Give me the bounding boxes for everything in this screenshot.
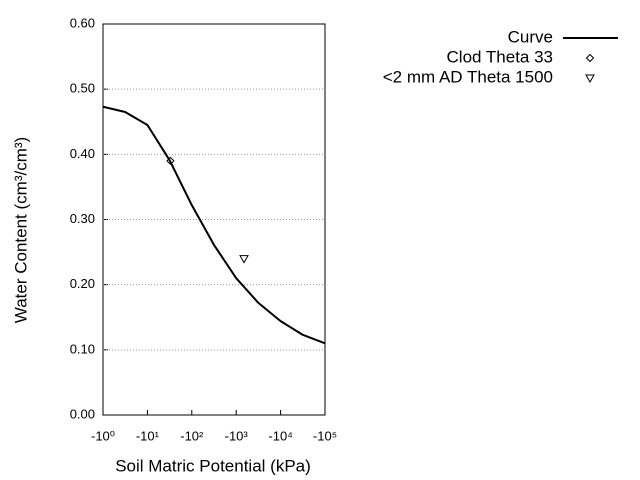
x-axis-label: Soil Matric Potential (kPa) [115,456,311,475]
x-tick-label: -10⁰ [91,428,115,443]
y-tick-label: 0.20 [70,276,95,291]
legend-label: Clod Theta 33 [447,47,553,66]
legend-label: <2 mm AD Theta 1500 [383,67,553,86]
legend-label: Curve [508,27,553,46]
x-tick-label: -10⁴ [268,428,292,443]
y-tick-label: 0.10 [70,341,95,356]
x-tick-label: -10³ [225,428,249,443]
legend-marker [585,53,595,63]
legend-marker [585,74,595,84]
y-tick-label: 0.30 [70,211,95,226]
y-tick-label: 0.00 [70,406,95,421]
y-axis-label: Water Content (cm³/cm³) [11,137,30,323]
y-tick-label: 0.40 [70,146,95,161]
x-tick-label: -10² [180,428,204,443]
point [166,156,175,166]
point [239,255,249,264]
y-tick-label: 0.60 [70,15,95,30]
y-tick-label: 0.50 [70,81,95,96]
x-tick-label: -10⁵ [313,428,337,443]
x-tick-label: -10¹ [136,428,160,443]
curve [102,105,326,345]
